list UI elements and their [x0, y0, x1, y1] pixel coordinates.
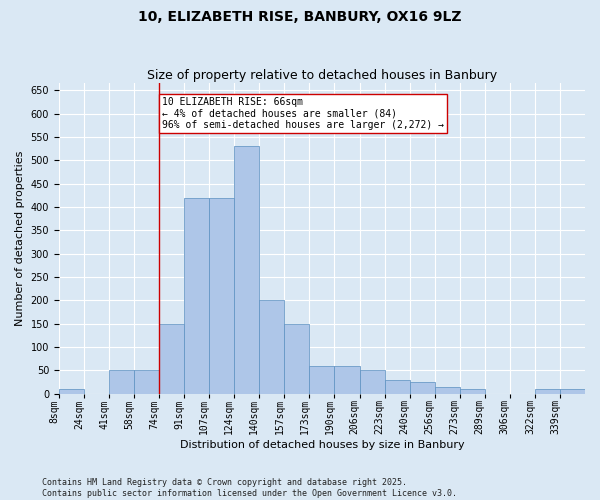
Bar: [560, 389, 585, 394]
Bar: [234, 146, 259, 394]
Bar: [134, 370, 159, 394]
Text: Contains HM Land Registry data © Crown copyright and database right 2025.
Contai: Contains HM Land Registry data © Crown c…: [42, 478, 457, 498]
Bar: [109, 370, 134, 394]
Bar: [284, 324, 310, 394]
Bar: [259, 300, 284, 394]
Bar: [410, 382, 434, 394]
Bar: [209, 198, 234, 394]
Bar: [434, 386, 460, 394]
X-axis label: Distribution of detached houses by size in Banbury: Distribution of detached houses by size …: [179, 440, 464, 450]
Bar: [535, 389, 560, 394]
Y-axis label: Number of detached properties: Number of detached properties: [15, 150, 25, 326]
Bar: [359, 370, 385, 394]
Bar: [184, 198, 209, 394]
Bar: [159, 324, 184, 394]
Bar: [59, 389, 84, 394]
Title: Size of property relative to detached houses in Banbury: Size of property relative to detached ho…: [147, 69, 497, 82]
Bar: [334, 366, 359, 394]
Text: 10, ELIZABETH RISE, BANBURY, OX16 9LZ: 10, ELIZABETH RISE, BANBURY, OX16 9LZ: [138, 10, 462, 24]
Bar: [460, 389, 485, 394]
Text: 10 ELIZABETH RISE: 66sqm
← 4% of detached houses are smaller (84)
96% of semi-de: 10 ELIZABETH RISE: 66sqm ← 4% of detache…: [161, 97, 443, 130]
Bar: [310, 366, 334, 394]
Bar: [385, 380, 410, 394]
